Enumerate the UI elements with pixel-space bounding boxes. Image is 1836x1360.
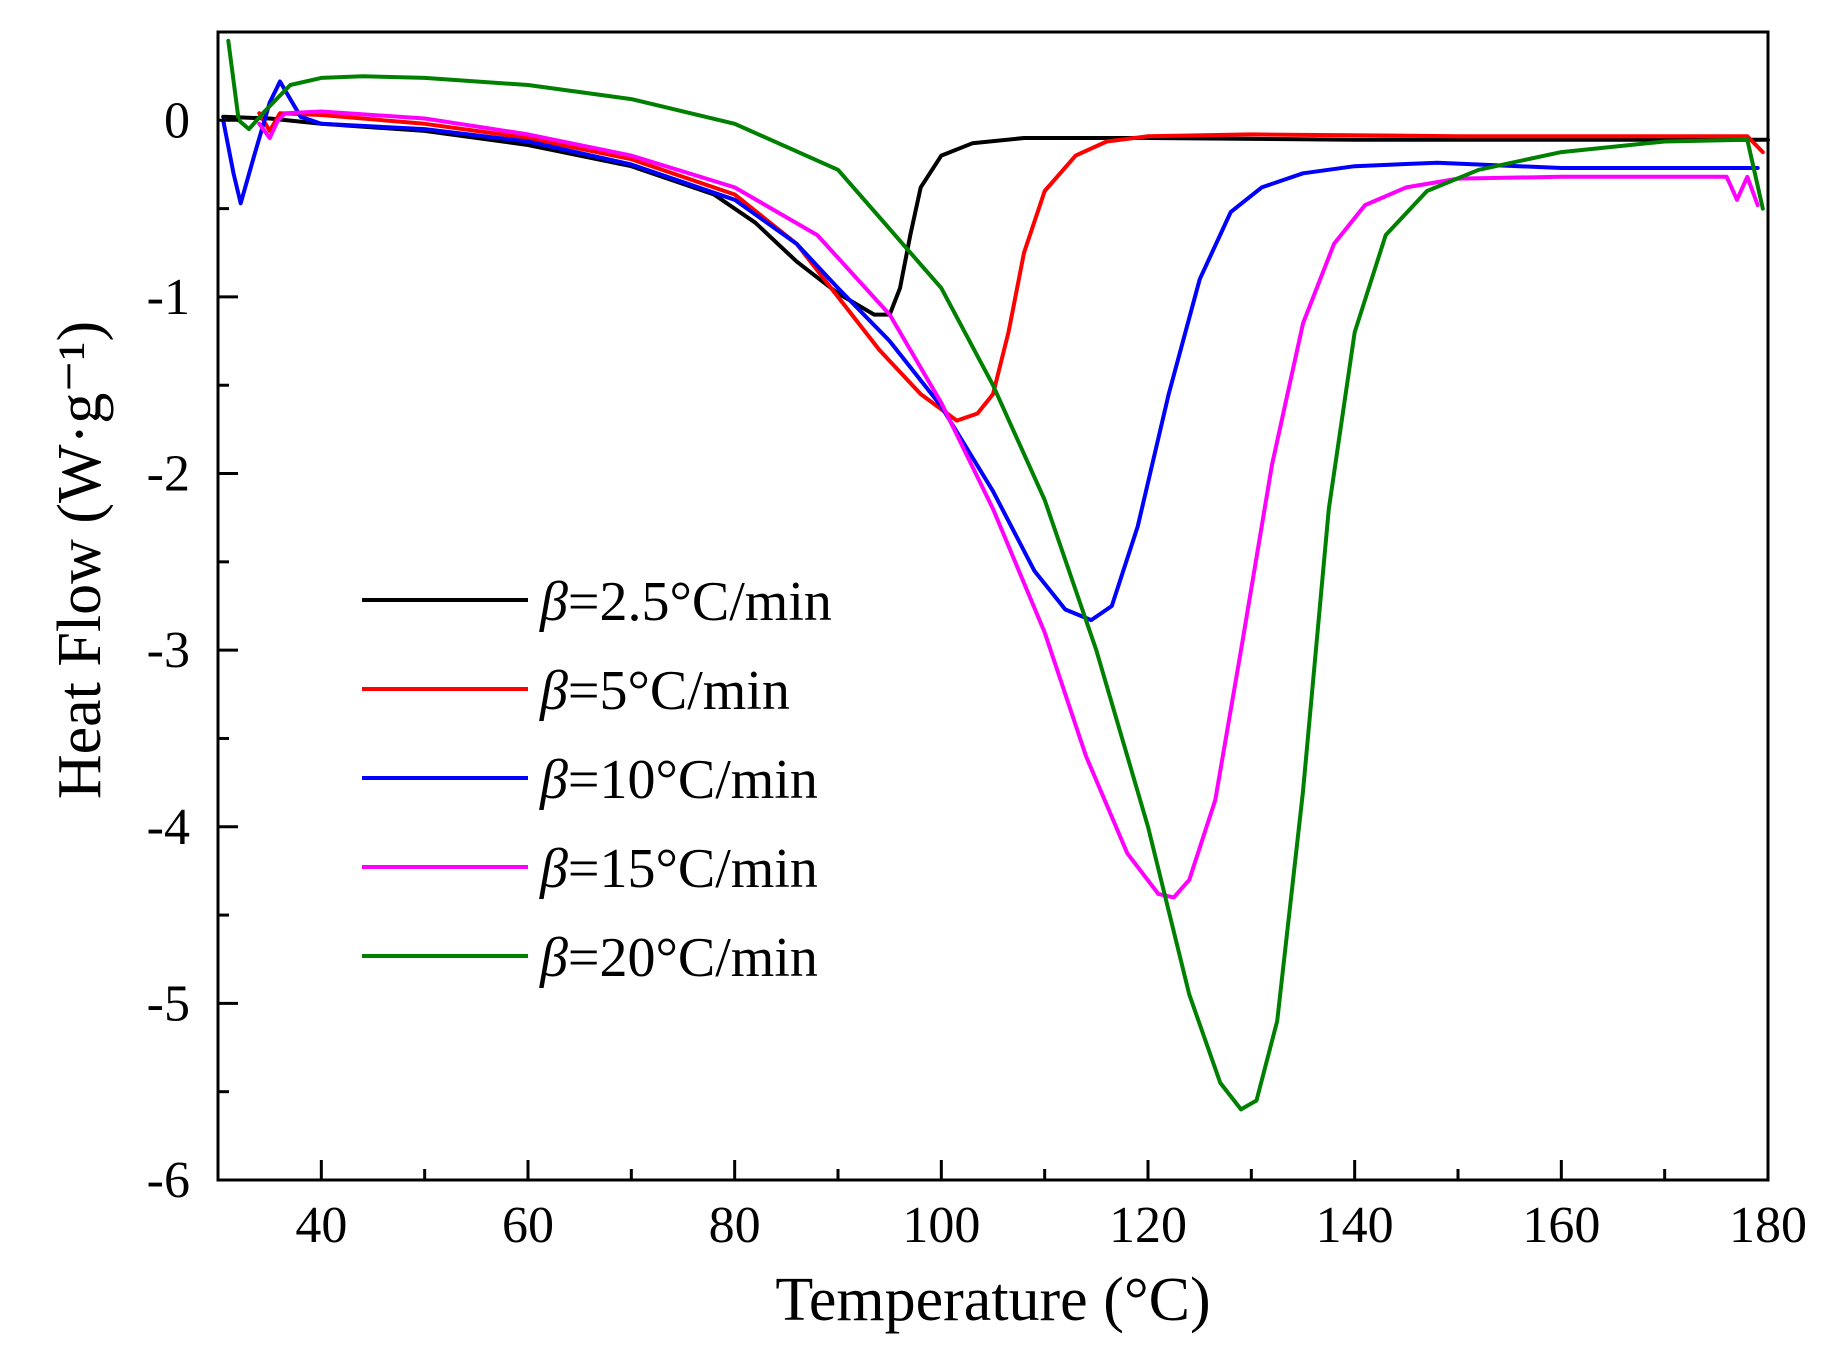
x-axis-title: Temperature (°C) [775,1266,1210,1334]
legend-beta-symbol: β [539,660,568,722]
x-tick-label: 100 [902,1197,980,1254]
y-tick-label: -6 [147,1152,190,1209]
legend-rate-text: =20°C/min [568,927,818,989]
x-tick-label: 120 [1109,1197,1187,1254]
x-tick-label: 40 [295,1197,347,1254]
legend-label: β=20°C/min [539,927,818,989]
y-tick-label: -1 [147,269,190,326]
legend-rate-text: =10°C/min [568,749,818,811]
legend-beta-symbol: β [539,571,568,633]
y-tick-label: -2 [147,446,190,503]
series-line-1 [221,114,1770,317]
legend-item: β=15°C/min [362,838,818,900]
x-tick-label: 180 [1729,1197,1807,1254]
legend-label: β=5°C/min [539,660,790,722]
y-axis-title: Heat Flow (W·g⁻¹) [46,321,114,799]
x-tick-label: 160 [1522,1197,1600,1254]
legend-item: β=20°C/min [362,927,818,989]
series-line-2 [257,111,1765,423]
legend-item: β=2.5°C/min [362,571,832,633]
legend-item: β=10°C/min [362,749,818,811]
legend-label: β=10°C/min [539,749,818,811]
y-tick-label: 0 [164,92,190,149]
ticks-layer: 40 60 80 100 120 140 160 180 0 -1 -2 -3 -4 -5 -6 [147,92,1807,1254]
x-tick-label: 60 [502,1197,554,1254]
x-tick-label: 80 [709,1197,761,1254]
legend-item: β=5°C/min [362,660,790,722]
legend-beta-symbol: β [539,927,568,989]
y-tick-label: -4 [147,799,190,856]
legend-rate-text: =5°C/min [568,660,790,722]
legend-rate-text: =2.5°C/min [568,571,832,633]
y-tick-label: -5 [147,975,190,1032]
legend-rate-text: =15°C/min [568,838,818,900]
legend-label: β=15°C/min [539,838,818,900]
legend-beta-symbol: β [539,749,568,811]
series-line-5 [226,38,1765,1112]
legend: β=2.5°C/minβ=5°C/minβ=10°C/minβ=15°C/min… [362,571,832,989]
series-line-3 [221,79,1760,623]
legend-beta-symbol: β [539,838,568,900]
y-tick-label: -3 [147,622,190,679]
legend-label: β=2.5°C/min [539,571,832,633]
plot-frame [216,30,1770,1182]
series-layer [221,38,1770,1112]
x-tick-label: 140 [1316,1197,1394,1254]
